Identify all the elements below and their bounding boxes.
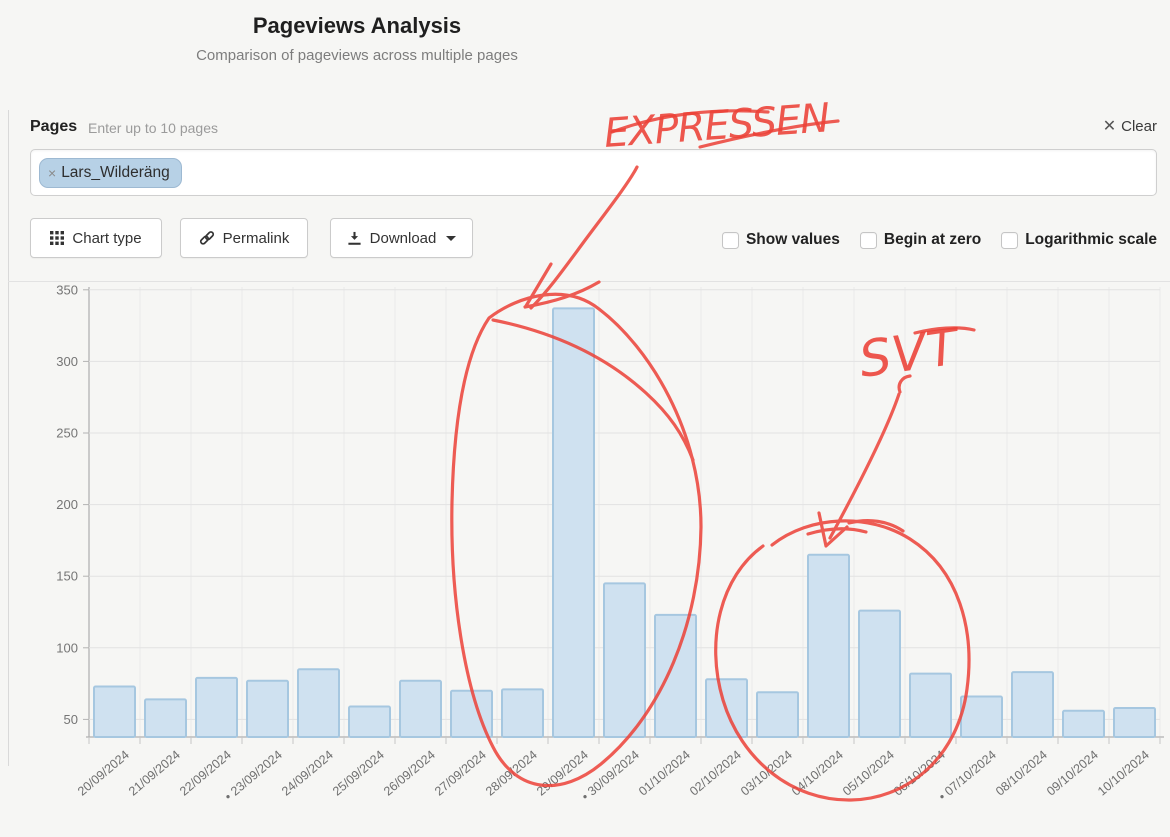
x-axis-label: 21/09/2024 bbox=[126, 748, 183, 799]
download-label: Download bbox=[369, 229, 437, 247]
chip-remove-icon[interactable]: × bbox=[48, 164, 57, 181]
y-axis-label: 250 bbox=[56, 426, 78, 441]
x-axis-label: 03/10/2024 bbox=[738, 748, 795, 799]
chart-options: Show values Begin at zero Logarithmic sc… bbox=[721, 231, 1157, 249]
pages-hint: Enter up to 10 pages bbox=[88, 120, 218, 136]
x-axis-label: 28/09/2024 bbox=[483, 748, 540, 799]
chart-bar-06/10/2024[interactable] bbox=[909, 672, 952, 738]
clear-x-icon: ✕ bbox=[1102, 117, 1117, 135]
chart-bar-04/10/2024[interactable] bbox=[807, 553, 850, 738]
x-axis-label: 05/10/2024 bbox=[840, 748, 897, 799]
y-axis-label: 300 bbox=[56, 354, 78, 369]
chart-bar-25/09/2024[interactable] bbox=[348, 705, 391, 738]
y-axis-label: 200 bbox=[56, 497, 78, 512]
chart-bar-02/10/2024[interactable] bbox=[705, 678, 748, 738]
page-subtitle: Comparison of pageviews across multiple … bbox=[196, 47, 518, 64]
y-axis-label: 150 bbox=[56, 569, 78, 584]
chart-bar-09/10/2024[interactable] bbox=[1062, 709, 1105, 739]
x-axis-label: 10/10/2024 bbox=[1095, 748, 1152, 799]
chart-bar-05/10/2024[interactable] bbox=[858, 609, 901, 738]
chart-bar-03/10/2024[interactable] bbox=[756, 691, 799, 738]
show-values-option[interactable]: Show values bbox=[721, 231, 840, 249]
chart-bar-10/10/2024[interactable] bbox=[1113, 706, 1156, 738]
caret-down-icon bbox=[446, 235, 457, 241]
y-axis-label: 350 bbox=[56, 282, 78, 297]
y-axis-label: 50 bbox=[64, 712, 78, 727]
show-values-label: Show values bbox=[745, 231, 840, 248]
pageviews-bar-chart: 50 100 150 200 250 300 350 20/09/202421/09/2024… bbox=[56, 282, 1164, 804]
x-axis-label: 08/10/2024 bbox=[993, 748, 1050, 799]
chart-bar-24/09/2024[interactable] bbox=[297, 668, 340, 738]
chart-bar-01/10/2024[interactable] bbox=[654, 613, 697, 739]
chart-type-button[interactable]: Chart type bbox=[30, 218, 162, 258]
clear-button[interactable]: ✕ Clear bbox=[1103, 118, 1157, 135]
x-axis-label: 20/09/2024 bbox=[75, 748, 132, 799]
x-axis-label: 25/09/2024 bbox=[330, 748, 387, 799]
x-axis-label: 24/09/2024 bbox=[279, 748, 336, 799]
logarithmic-scale-label: Logarithmic scale bbox=[1025, 231, 1157, 248]
link-icon bbox=[199, 231, 214, 245]
page-chip[interactable]: × Lars_Wilderäng bbox=[39, 157, 182, 188]
grid-icon bbox=[50, 231, 65, 245]
x-axis-label: 01/10/2024 bbox=[636, 748, 693, 799]
pages-section-label: Pages bbox=[30, 118, 78, 135]
show-values-checkbox[interactable] bbox=[721, 231, 739, 249]
chart-bar-21/09/2024[interactable] bbox=[144, 698, 187, 738]
x-axis-label: 26/09/2024 bbox=[381, 748, 438, 799]
chart-bar-28/09/2024[interactable] bbox=[501, 688, 544, 739]
download-button[interactable]: Download bbox=[330, 218, 473, 258]
chart-bar-27/09/2024[interactable] bbox=[450, 689, 493, 739]
chip-label: Lars_Wilderäng bbox=[61, 163, 170, 181]
chart-bar-20/09/2024[interactable] bbox=[93, 685, 136, 738]
begin-at-zero-checkbox[interactable] bbox=[859, 231, 877, 249]
annotation-expressen-text: EXPRESSEN bbox=[602, 95, 830, 157]
chart-bar-29/09/2024[interactable] bbox=[552, 307, 595, 739]
chart-bar-07/10/2024[interactable] bbox=[960, 695, 1003, 739]
chart-bar-26/09/2024[interactable] bbox=[399, 679, 442, 738]
x-axis-label: 09/10/2024 bbox=[1044, 748, 1101, 799]
expressen-scribble-stroke bbox=[698, 119, 840, 149]
begin-at-zero-label: Begin at zero bbox=[883, 231, 982, 248]
chart-type-label: Chart type bbox=[72, 229, 142, 247]
chart-bar-30/09/2024[interactable] bbox=[603, 582, 646, 738]
pages-tag-input[interactable]: × Lars_Wilderäng bbox=[30, 149, 1157, 196]
page-title: Pageviews Analysis bbox=[252, 13, 462, 38]
y-axis-label: 100 bbox=[56, 640, 78, 655]
clear-label: Clear bbox=[1121, 118, 1157, 135]
x-axis-label: 27/09/2024 bbox=[432, 748, 489, 799]
permalink-button[interactable]: Permalink bbox=[180, 218, 308, 258]
chart-bar-08/10/2024[interactable] bbox=[1011, 671, 1054, 739]
panel-left-border bbox=[8, 110, 9, 766]
x-axis-label: 02/10/2024 bbox=[687, 748, 744, 799]
chart-bar-23/09/2024[interactable] bbox=[246, 679, 289, 738]
begin-at-zero-option[interactable]: Begin at zero bbox=[859, 231, 982, 249]
chart-bar-22/09/2024[interactable] bbox=[195, 676, 238, 739]
expressen-scribble-stroke bbox=[610, 109, 770, 134]
download-icon bbox=[348, 231, 361, 245]
logarithmic-scale-checkbox[interactable] bbox=[1001, 231, 1019, 249]
x-axis-label: 04/10/2024 bbox=[789, 748, 846, 799]
permalink-label: Permalink bbox=[222, 229, 290, 247]
logarithmic-scale-option[interactable]: Logarithmic scale bbox=[1001, 231, 1157, 249]
